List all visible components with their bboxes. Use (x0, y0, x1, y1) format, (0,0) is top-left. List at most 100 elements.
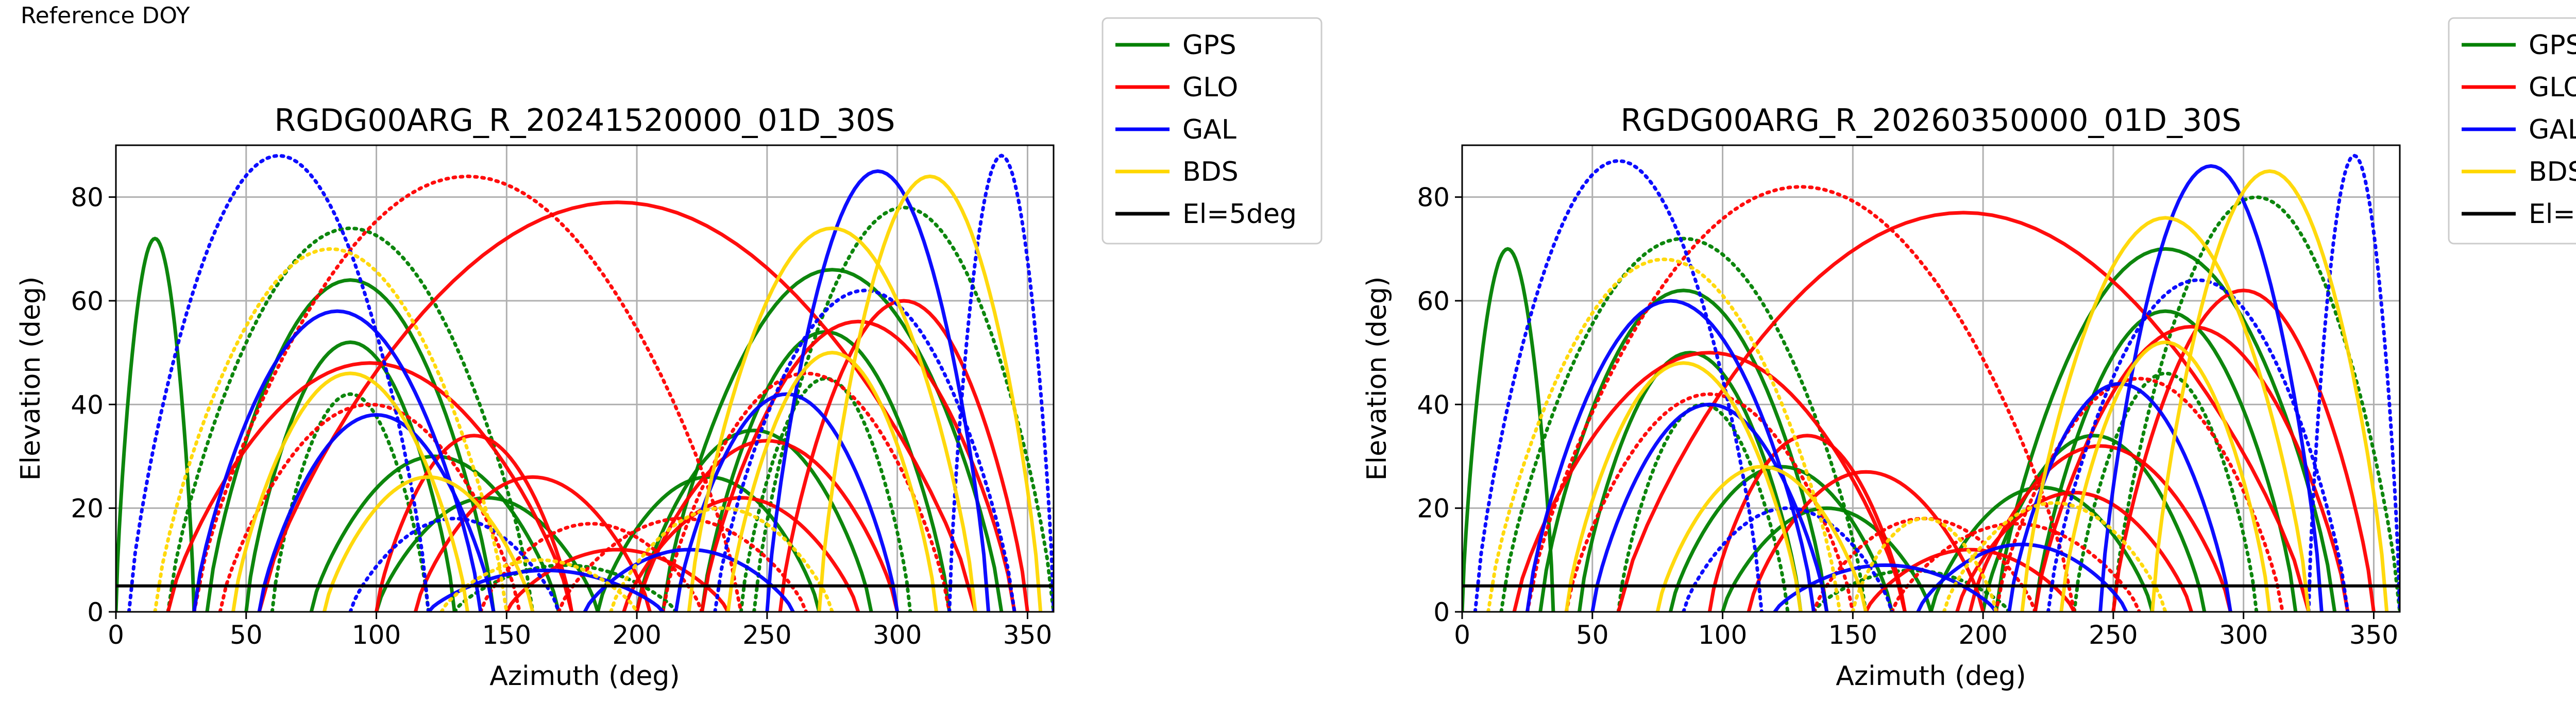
plot-frame (115, 144, 1055, 613)
track-glo (1564, 392, 1855, 612)
track-glo (1525, 184, 2076, 612)
legend-box (1101, 17, 1323, 245)
track-bds (817, 174, 1043, 612)
x-tick-label: 50 (1576, 620, 1609, 650)
x-tick-label: 100 (1698, 620, 1747, 650)
track-bds (726, 351, 938, 612)
track-gps (2033, 309, 2298, 612)
track-gal (1682, 506, 1894, 612)
y-tick-label: 20 (1417, 494, 1450, 524)
legend-label: BDS (1182, 157, 1239, 187)
track-gal (1916, 542, 2128, 612)
x-tick-label: 100 (352, 620, 401, 650)
legend-label: BDS (2529, 157, 2576, 187)
track-glo (257, 200, 977, 612)
track-gps (309, 454, 561, 612)
track-bds (1486, 257, 1842, 612)
x-tick-label: 150 (1828, 620, 1877, 650)
track-gal (1773, 563, 1998, 612)
legend: GPS GLO GAL BDS El=5deg (2448, 17, 2576, 245)
y-tick-label: 80 (1417, 183, 1450, 213)
chart-2: 0 50 100 150 200 250 300 350 0 20 40 60 80 RGDG00ARG_… (1362, 17, 2576, 692)
track-gps (1721, 506, 1933, 612)
track-glo (375, 434, 574, 612)
y-axis-label: Elevation (deg) (1362, 277, 1393, 481)
legend-label: GAL (2529, 114, 2576, 145)
track-gps (635, 428, 873, 612)
track-bds (2059, 340, 2272, 612)
track-gps (1462, 247, 1555, 612)
track-gal (674, 392, 900, 612)
track-gps (1499, 236, 1868, 612)
track-gal (1525, 299, 1816, 612)
track-glo (1616, 211, 2311, 612)
track-gal (947, 153, 1054, 612)
legend-label: El=5deg (1182, 199, 1297, 230)
y-tick-label: 80 (71, 183, 104, 213)
y-tick-label: 20 (71, 494, 104, 524)
series-tracks (116, 153, 1054, 612)
track-bds (231, 371, 469, 612)
x-tick-label: 300 (873, 620, 922, 650)
x-tick-label: 350 (1003, 620, 1052, 650)
y-tick-label: 40 (1417, 390, 1450, 420)
track-glo (504, 547, 730, 612)
track-bds (2150, 169, 2389, 612)
track-gps (752, 205, 1054, 612)
track-glo (413, 475, 652, 612)
track-glo (1864, 547, 2076, 612)
track-bds (2020, 216, 2311, 612)
track-glo (2111, 288, 2376, 612)
track-gal (348, 517, 561, 612)
track-bds (153, 247, 509, 612)
legend: GPS GLO GAL BDS El=5deg (1101, 17, 1323, 245)
track-gps (661, 268, 1004, 612)
track-gps (205, 278, 496, 612)
plot-frame (1461, 144, 2401, 613)
y-axis-label: Elevation (deg) (15, 277, 46, 481)
track-gps (2072, 371, 2259, 612)
chart-title: RGDG00ARG_R_20260350000_01D_30S (1620, 102, 2241, 139)
y-tick-label: 60 (1417, 286, 1450, 316)
track-glo (1890, 522, 2141, 612)
track-gps (1994, 247, 2337, 612)
track-glo (1707, 434, 1907, 612)
x-tick-label: 250 (742, 620, 791, 650)
track-bds (1564, 361, 1803, 612)
x-tick-label: 0 (1454, 620, 1470, 650)
legend-label: GLO (1182, 72, 1238, 103)
track-gal (192, 309, 483, 612)
track-glo (1747, 470, 1985, 612)
track-gal (1473, 159, 1764, 612)
legend-label: GLO (2529, 72, 2576, 103)
track-gps (1981, 434, 2207, 612)
track-glo (556, 517, 808, 612)
track-glo (192, 174, 743, 612)
chart-1: 0 50 100 150 200 250 300 350 0 20 40 60 80 RGDG00ARG_… (15, 17, 1323, 692)
track-glo (218, 402, 522, 612)
track-gps (1812, 568, 2011, 612)
track-bds (687, 226, 977, 612)
track-gal (257, 413, 496, 612)
x-tick-label: 200 (612, 620, 661, 650)
track-bds (1942, 501, 2167, 612)
legend-label: GPS (1182, 30, 1236, 61)
track-glo (661, 371, 952, 612)
track-gal (2307, 153, 2400, 612)
track-gps (116, 236, 196, 612)
track-gal (1590, 402, 1829, 612)
track-gps (270, 392, 431, 612)
series-tracks (1462, 153, 2400, 612)
track-bds (322, 475, 535, 612)
y-tick-label: 60 (71, 286, 104, 316)
track-gal (2098, 164, 2324, 612)
x-tick-label: 0 (108, 620, 124, 650)
x-tick-label: 50 (230, 620, 263, 650)
track-glo (166, 361, 574, 612)
track-bds (439, 558, 639, 612)
chart-title: RGDG00ARG_R_20241520000_01D_30S (274, 102, 895, 139)
track-glo (700, 319, 1016, 612)
track-gal (127, 153, 431, 612)
track-bds (609, 506, 834, 612)
